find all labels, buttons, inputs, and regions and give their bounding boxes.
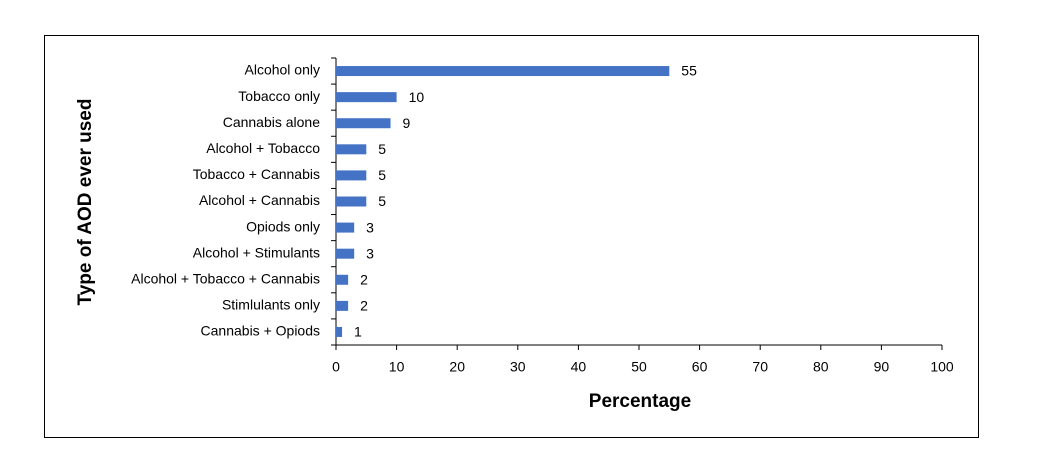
bar: [336, 92, 397, 103]
value-label: 9: [403, 115, 411, 131]
y-tick-label: Alcohol + Cannabis: [199, 192, 320, 208]
bar: [336, 222, 355, 233]
bar: [336, 326, 343, 337]
y-tick-label: Cannabis + Opiods: [201, 323, 320, 339]
y-tick-label: Alcohol + Stimulants: [193, 244, 320, 260]
bar: [336, 144, 367, 155]
x-axis-title: Percentage: [589, 391, 691, 412]
x-tick-label: 60: [692, 359, 708, 375]
value-label: 3: [366, 219, 374, 235]
y-tick-label: Tobacco only: [238, 88, 320, 104]
y-tick-label: Alcohol + Tobacco + Cannabis: [131, 270, 320, 286]
x-tick-label: 30: [510, 359, 526, 375]
bar: [336, 248, 355, 259]
bar: [336, 170, 367, 181]
y-tick-label: Cannabis alone: [223, 114, 321, 130]
y-tick-label: Stimlulants only: [222, 297, 320, 313]
bar: [336, 66, 670, 77]
y-axis-title: Type of AOD ever used: [75, 99, 96, 306]
chart-frame: [44, 35, 979, 438]
value-label: 5: [378, 141, 386, 157]
value-label: 2: [360, 298, 368, 314]
y-tick-label: Alcohol + Tobacco: [206, 140, 320, 156]
bar: [336, 274, 349, 285]
bar: [336, 118, 391, 129]
value-label: 3: [366, 245, 374, 261]
value-label: 55: [681, 63, 697, 79]
value-label: 5: [378, 167, 386, 183]
x-tick-label: 0: [332, 359, 340, 375]
x-tick-label: 100: [930, 359, 954, 375]
x-tick-label: 20: [449, 359, 465, 375]
bar: [336, 300, 349, 311]
y-tick-label: Alcohol only: [245, 62, 321, 78]
bar: [336, 196, 367, 207]
y-tick-label: Tobacco + Cannabis: [193, 166, 320, 182]
value-label: 2: [360, 271, 368, 287]
x-tick-label: 10: [389, 359, 405, 375]
x-tick-label: 70: [752, 359, 768, 375]
x-tick-label: 90: [874, 359, 890, 375]
x-tick-label: 40: [571, 359, 587, 375]
x-tick-label: 50: [631, 359, 647, 375]
x-tick-label: 80: [813, 359, 829, 375]
value-label: 5: [378, 193, 386, 209]
y-tick-label: Opiods only: [246, 218, 320, 234]
value-label: 10: [409, 89, 425, 105]
value-label: 1: [354, 324, 362, 340]
